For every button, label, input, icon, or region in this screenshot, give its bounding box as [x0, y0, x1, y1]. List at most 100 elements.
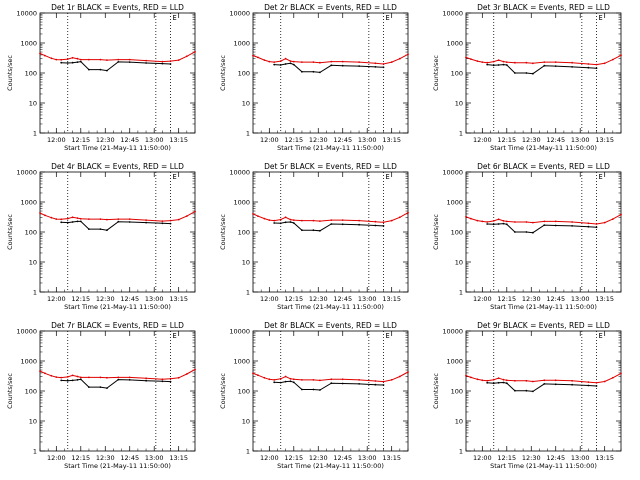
data-point-lld	[486, 379, 489, 382]
y-tick-label: 10000	[16, 169, 37, 177]
data-point-lld	[177, 59, 180, 61]
data-point-events	[502, 222, 505, 225]
series-line-events	[487, 64, 597, 75]
data-point-lld	[60, 58, 63, 61]
y-tick-label: 1	[246, 448, 250, 456]
x-tick-label: 13:15	[169, 295, 188, 303]
data-point-events	[76, 220, 79, 223]
data-point-lld	[505, 61, 508, 63]
series-line-lld	[252, 371, 409, 383]
data-point-lld	[407, 211, 409, 214]
data-point-events	[319, 71, 321, 74]
data-point-events	[330, 223, 333, 225]
y-tick-label: 1	[246, 130, 250, 138]
data-point-lld	[44, 372, 46, 375]
data-point-events	[543, 383, 546, 385]
data-point-lld	[543, 61, 546, 63]
data-point-lld	[532, 62, 534, 65]
x-tick-label: 13:15	[169, 136, 188, 144]
data-point-lld	[289, 377, 292, 380]
flag-label: E	[599, 173, 603, 181]
data-point-lld	[268, 378, 271, 381]
plot-frame	[252, 330, 409, 452]
x-axis-label: Start Time (21-May-11 11:50:00)	[490, 462, 597, 470]
data-point-events	[312, 70, 315, 73]
x-tick-label: 13:15	[382, 454, 401, 462]
data-point-lld	[611, 58, 614, 61]
series-line-lld	[252, 53, 409, 65]
series-line-events	[274, 380, 384, 391]
data-point-events	[319, 229, 321, 232]
data-point-lld	[273, 61, 276, 63]
data-point-events	[273, 381, 276, 384]
data-point-events	[145, 379, 148, 382]
series-line-lld	[252, 212, 409, 223]
y-tick-label: 100	[451, 388, 463, 396]
data-point-lld	[76, 217, 79, 220]
plot-frame	[465, 171, 622, 293]
data-point-lld	[268, 219, 271, 222]
x-tick-label: 12:15	[71, 136, 90, 144]
data-point-events	[505, 382, 508, 385]
data-point-events	[571, 225, 573, 227]
data-point-events	[279, 222, 282, 225]
data-point-events	[502, 63, 505, 66]
data-point-events	[128, 379, 131, 381]
data-point-events	[514, 72, 516, 74]
data-point-lld	[620, 54, 622, 57]
data-point-lld	[99, 376, 102, 379]
data-point-lld	[407, 53, 409, 56]
data-point-lld	[273, 219, 276, 222]
data-point-events	[273, 222, 276, 224]
panel-title: Det 1r BLACK = Events, RED = LLD	[51, 3, 184, 12]
y-tick-label: 10	[242, 259, 250, 267]
data-point-lld	[279, 60, 282, 62]
data-point-lld	[169, 219, 172, 222]
panel-2: Det 2r BLACK = Events, RED = LLD 1 10 100 10…	[219, 3, 409, 152]
y-tick-label: 10	[455, 259, 463, 267]
y-tick-label: 1000	[20, 358, 37, 366]
data-point-lld	[161, 60, 164, 63]
y-tick-label: 1000	[446, 199, 463, 207]
data-point-lld	[194, 368, 196, 371]
data-point-events	[284, 221, 287, 224]
x-tick-label: 12:45	[120, 454, 139, 462]
data-point-lld	[374, 220, 377, 223]
data-point-lld	[390, 379, 393, 381]
data-point-lld	[99, 218, 102, 221]
data-point-events	[497, 223, 500, 225]
data-point-events	[106, 387, 108, 389]
data-point-lld	[292, 219, 295, 222]
data-point-events	[106, 69, 108, 72]
data-point-events	[169, 222, 172, 225]
data-point-lld	[289, 218, 292, 221]
data-point-lld	[39, 212, 41, 214]
plot-frame	[39, 330, 196, 452]
plot-frame	[39, 171, 196, 293]
x-tick-label: 12:15	[497, 295, 516, 303]
data-point-lld	[185, 373, 188, 375]
data-point-events	[145, 62, 148, 64]
series-line-events	[61, 220, 171, 231]
data-point-lld	[505, 220, 508, 223]
data-point-lld	[88, 218, 90, 221]
data-point-lld	[76, 57, 79, 60]
data-point-lld	[502, 378, 505, 381]
data-point-lld	[476, 219, 479, 222]
data-point-lld	[554, 61, 557, 63]
x-tick-label: 12:30	[96, 136, 115, 144]
series-line-lld	[465, 214, 622, 225]
data-point-lld	[88, 376, 90, 379]
data-point-lld	[543, 379, 546, 382]
panel-title: Det 9r BLACK = Events, RED = LLD	[477, 321, 610, 330]
data-point-events	[543, 224, 546, 227]
data-point-lld	[301, 219, 303, 222]
data-point-events	[312, 388, 315, 391]
panel-5: Det 5r BLACK = Events, RED = LLD 1 10 100 10…	[219, 162, 409, 311]
x-tick-label: 12:30	[309, 454, 328, 462]
data-point-events	[76, 61, 79, 63]
x-axis-label: Start Time (21-May-11 11:50:00)	[64, 144, 171, 152]
data-point-lld	[587, 222, 590, 225]
data-point-events	[79, 60, 82, 63]
y-tick-label: 1	[33, 130, 37, 138]
